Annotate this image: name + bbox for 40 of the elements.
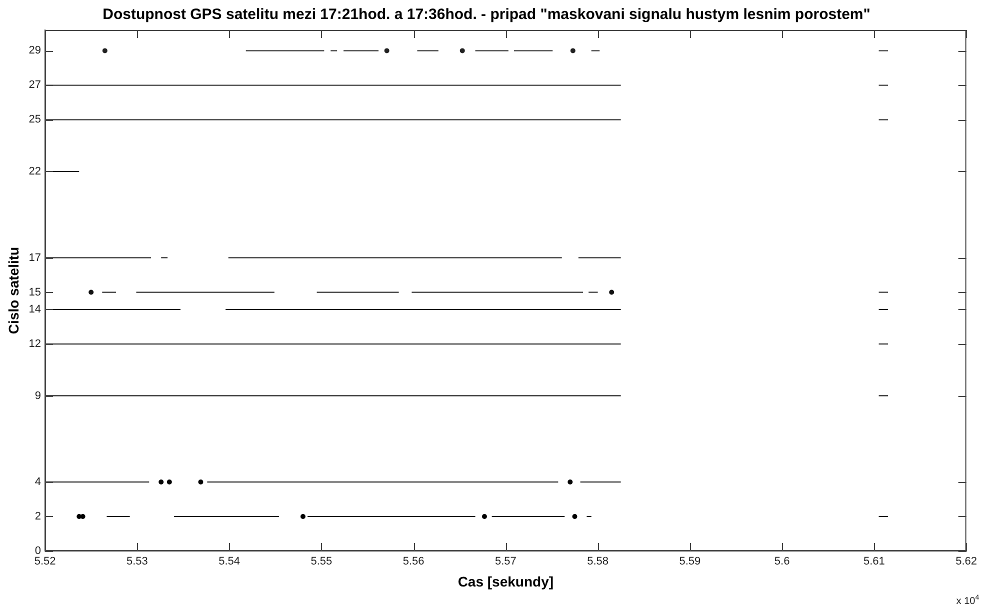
y-tick-label: 15 bbox=[28, 286, 42, 298]
y-tick-label: 4 bbox=[34, 476, 42, 488]
point bbox=[482, 514, 487, 519]
y-tick-label: 0 bbox=[34, 545, 42, 558]
x-tick-label: 5.54 bbox=[218, 556, 240, 568]
point bbox=[572, 514, 578, 519]
y-axis-title: Cislo satelitu bbox=[5, 246, 22, 334]
y-tick-label: 17 bbox=[28, 252, 42, 264]
point bbox=[460, 48, 465, 54]
point bbox=[300, 514, 306, 519]
y-tick-label: 25 bbox=[28, 114, 42, 126]
x-tick-label: 5.61 bbox=[863, 556, 885, 568]
chart-title: Dostupnost GPS satelitu mezi 17:21hod. a 17:36hod. - pripad "maskovani signalu hustym lesnim porostem" bbox=[102, 6, 870, 24]
x-tick-label: 5.6 bbox=[774, 556, 790, 568]
point bbox=[384, 48, 390, 54]
point bbox=[198, 479, 204, 484]
point bbox=[570, 48, 576, 54]
x-tick-label: 5.52 bbox=[34, 556, 56, 568]
x-tick-label: 5.53 bbox=[126, 556, 148, 568]
x-axis-title: Cas [sekundy] bbox=[458, 573, 554, 590]
x-tick-label: 5.55 bbox=[310, 556, 332, 568]
y-tick-label: 14 bbox=[28, 304, 42, 316]
y-tick-label: 2 bbox=[34, 510, 42, 523]
y-tick-label: 27 bbox=[28, 79, 42, 92]
point bbox=[166, 479, 172, 484]
x-tick-label: 5.58 bbox=[587, 556, 608, 568]
point bbox=[609, 290, 614, 295]
point bbox=[568, 479, 573, 484]
y-tick-label: 12 bbox=[28, 338, 42, 350]
y-tick-label: 9 bbox=[34, 390, 42, 402]
x-tick-label: 5.56 bbox=[402, 556, 424, 568]
x-tick-label: 5.62 bbox=[956, 556, 978, 568]
x-tick-label: 5.59 bbox=[679, 556, 701, 568]
point bbox=[80, 514, 86, 519]
y-tick-label: 22 bbox=[28, 165, 42, 178]
y-tick-label: 29 bbox=[28, 44, 42, 57]
x-tick-label: 5.57 bbox=[494, 556, 516, 568]
point bbox=[158, 479, 164, 484]
point bbox=[102, 48, 108, 54]
point bbox=[88, 290, 94, 295]
